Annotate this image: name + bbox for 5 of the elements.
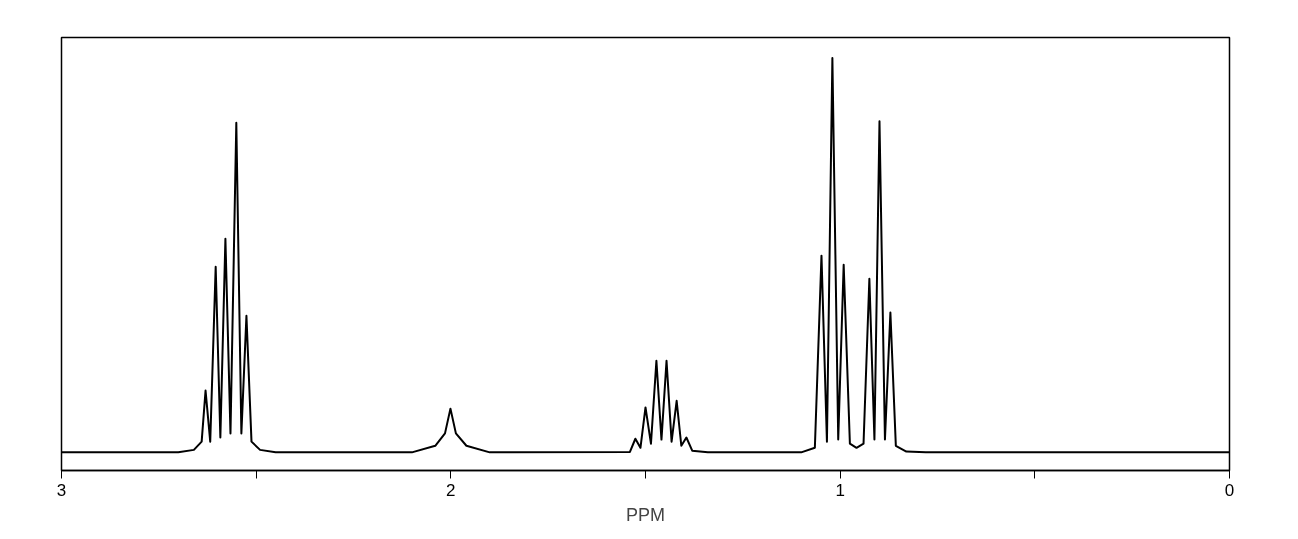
x-tick-label: 2 — [446, 480, 456, 500]
x-tick-label: 3 — [56, 480, 67, 500]
x-tick-label: 1 — [835, 480, 845, 500]
x-tick-label: 0 — [1224, 480, 1235, 500]
x-axis-title: PPM — [626, 504, 666, 525]
